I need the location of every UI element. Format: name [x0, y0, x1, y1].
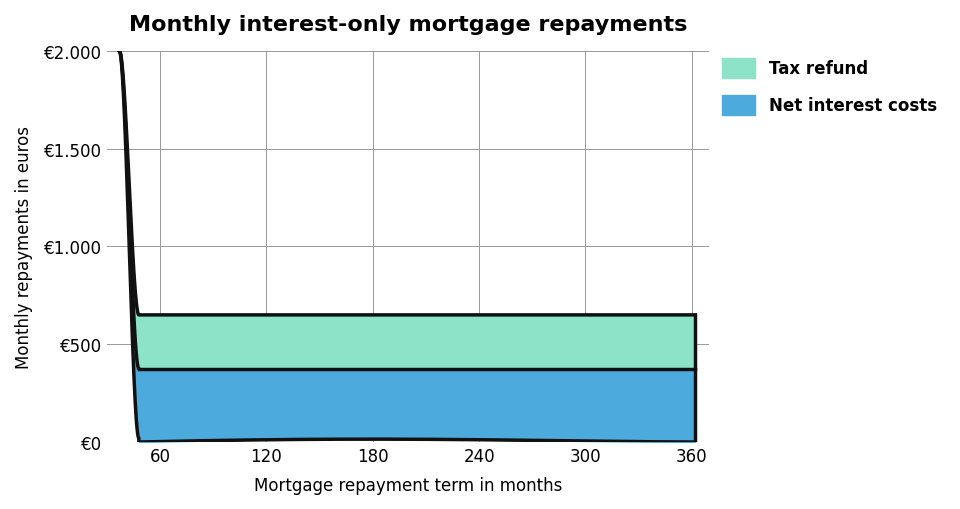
Title: Monthly interest-only mortgage repayments: Monthly interest-only mortgage repayment… — [129, 15, 687, 35]
Legend: Tax refund, Net interest costs: Tax refund, Net interest costs — [715, 52, 944, 122]
Y-axis label: Monthly repayments in euros: Monthly repayments in euros — [15, 126, 33, 368]
X-axis label: Mortgage repayment term in months: Mortgage repayment term in months — [254, 476, 563, 494]
